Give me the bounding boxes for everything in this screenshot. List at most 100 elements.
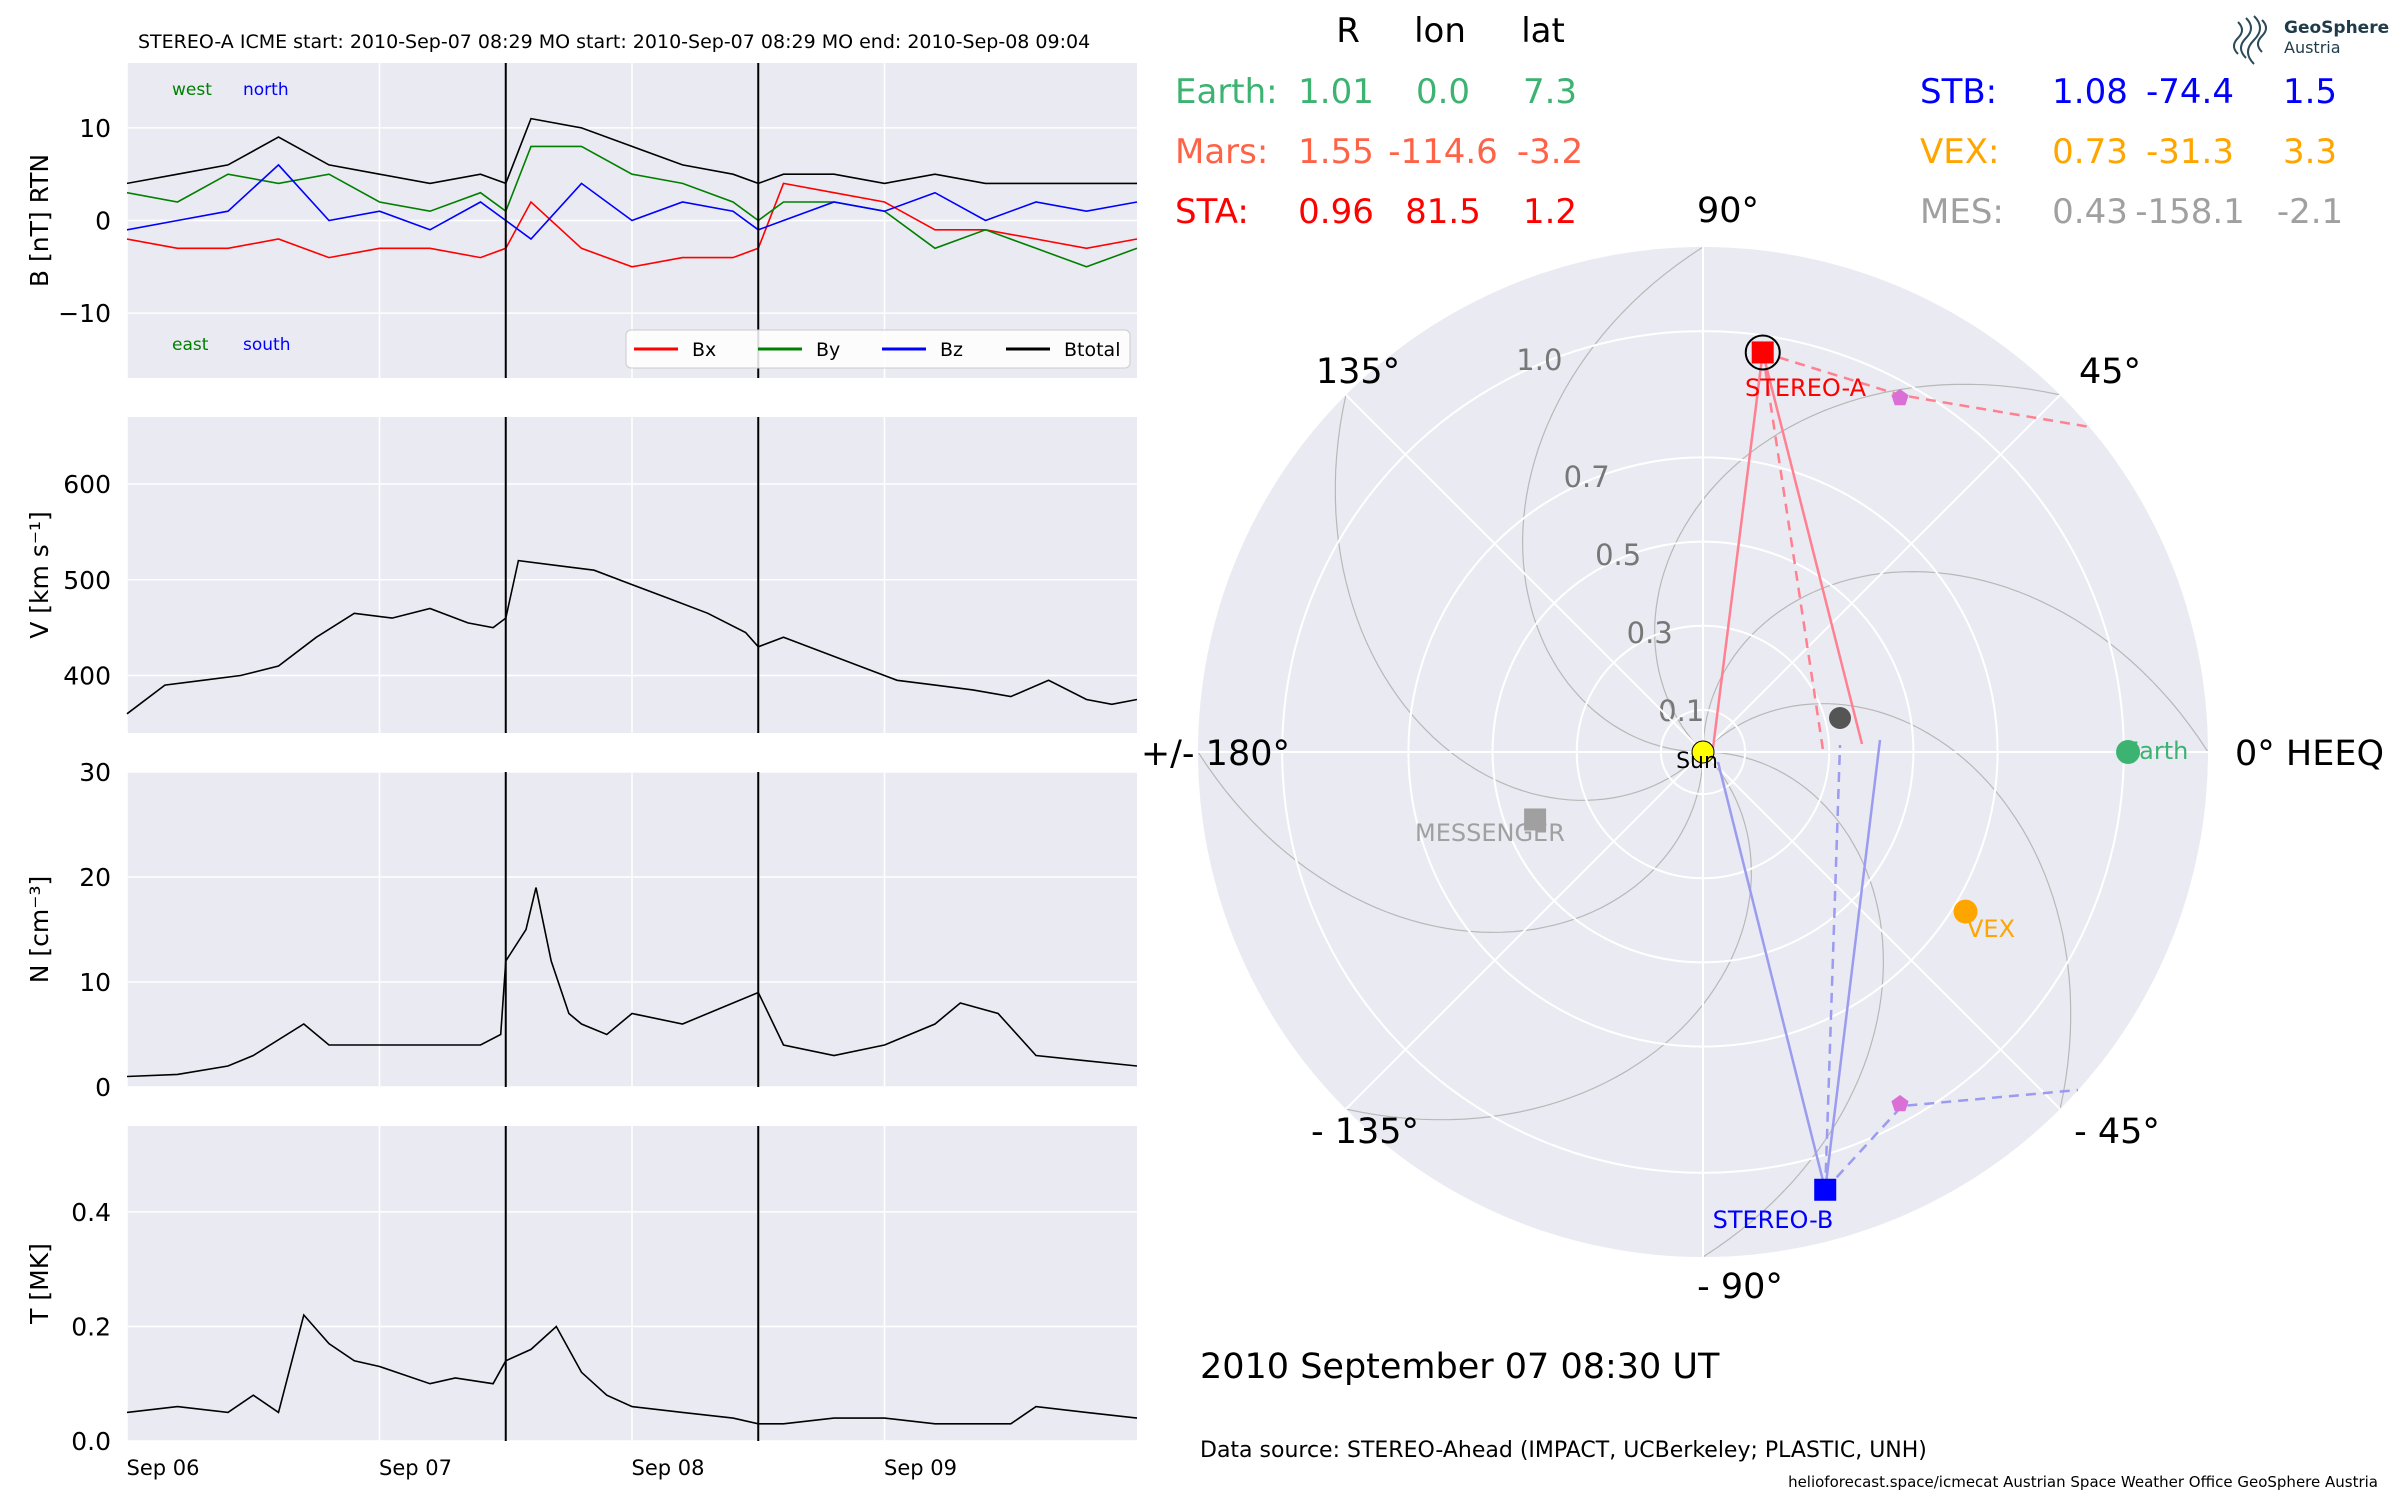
angular-grid-line: [1702, 394, 2061, 753]
x-tick-label: Sep 09: [884, 1456, 957, 1480]
body-label-earth: Earth: [2124, 737, 2188, 765]
annotation-west: west: [172, 80, 212, 100]
y-tick-label: 600: [63, 470, 111, 499]
geosphere-logo: GeoSphere Austria: [2233, 15, 2389, 65]
y-axis-label: T [MK]: [25, 1243, 54, 1325]
time-series-panels: 10 0 −10B [nT] RTN west north east south Bx By Bz…: [25, 63, 1138, 1480]
body-label-messenger: MESSENGER: [1415, 819, 1565, 847]
y-tick-label: 0: [95, 1073, 111, 1102]
radial-grid-label: 0.7: [1564, 460, 1610, 494]
polar-plot: 0.1 0.3 0.5 0.7 1.0 0° HEEQ 45° 90° 135° +/- 180°…: [1141, 191, 2384, 1307]
row-label: Mars:: [1175, 132, 1268, 172]
legend-entry: Btotal: [1064, 339, 1120, 361]
y-tick-label: 30: [79, 758, 111, 787]
row-lat: -3.2: [1517, 132, 1583, 172]
series-line-n: [126, 887, 1138, 1078]
annotation-south: south: [243, 335, 290, 355]
y-tick-label: 20: [79, 863, 111, 892]
angle-label: +/- 180°: [1141, 734, 1290, 774]
radial-grid-label: 0.5: [1595, 538, 1641, 572]
logo-text-line2: Austria: [2284, 38, 2341, 57]
col-header-lat: lat: [1521, 11, 1565, 51]
pentagon-marker: [1891, 1095, 1909, 1112]
body-label-sun: Sun: [1676, 749, 1718, 774]
stb-fov-line: [1716, 761, 1827, 1191]
credits-text: helioforecast.space/icmecat Austrian Spa…: [1788, 1473, 2378, 1491]
stereo-b-marker: [1814, 1178, 1837, 1201]
y-tick-label: 400: [63, 662, 111, 691]
row-label: STB:: [1920, 72, 1997, 112]
row-label: STA:: [1175, 192, 1249, 232]
row-lon: -158.1: [2135, 192, 2245, 232]
sta-fov-line: [1761, 352, 1864, 745]
annotation-east: east: [172, 335, 209, 355]
angle-label: 45°: [2079, 352, 2141, 392]
sta-fov-line: [1711, 352, 1764, 749]
speed-panel: 600 500 400 V [km s⁻¹]: [25, 417, 1138, 733]
row-lon: 81.5: [1405, 192, 1481, 232]
series-line-t: [126, 1313, 1138, 1425]
row-lat: 7.3: [1523, 72, 1577, 112]
y-tick-label: 500: [63, 566, 111, 595]
series-line-by: [126, 145, 1138, 268]
stb-fov-dashed: [1824, 1088, 2079, 1191]
y-axis-label: V [km s⁻¹]: [25, 511, 54, 639]
radial-grid-label: 0.3: [1627, 616, 1673, 650]
x-tick-label: Sep 07: [379, 1456, 452, 1480]
data-source-text: Data source: STEREO-Ahead (IMPACT, UCBer…: [1200, 1438, 1927, 1463]
angle-label: - 45°: [2074, 1112, 2160, 1152]
y-tick-label: −10: [58, 299, 111, 328]
y-tick-label: 0.2: [71, 1312, 111, 1341]
angular-grid-line: [1702, 751, 2061, 1110]
header-title: STEREO-A ICME start: 2010-Sep-07 08:29 M…: [138, 31, 1090, 53]
y-axis-label: N [cm⁻³]: [25, 876, 54, 983]
series-line-v: [126, 559, 1138, 715]
date-label: 2010 September 07 08:30 UT: [1200, 1347, 1720, 1387]
angle-label: - 135°: [1311, 1112, 1419, 1152]
row-label: VEX:: [1920, 132, 2000, 172]
spacecraft-fov-lines: [1711, 351, 2091, 1191]
stb-fov-dashed: [1823, 744, 1842, 1190]
legend: Bx By Bz Btotal: [625, 329, 1131, 369]
legend-entry: Bz: [940, 339, 963, 361]
col-header-r: R: [1336, 11, 1360, 51]
temperature-panel: 0.4 0.2 0.0 T [MK] Sep 06 Sep 07 Sep 08 Sep 09: [25, 1126, 1138, 1480]
row-lon: -114.6: [1388, 132, 1498, 172]
row-r: 1.01: [1298, 72, 1374, 112]
radial-grid-label: 0.1: [1658, 694, 1704, 728]
y-tick-label: 0.0: [71, 1427, 111, 1456]
row-r: 1.55: [1298, 132, 1374, 172]
messenger-marker: [1524, 808, 1547, 831]
series-line-bx: [126, 182, 1138, 268]
body-label-stereo-b: STEREO-B: [1713, 1206, 1834, 1234]
row-label: Earth:: [1175, 72, 1278, 112]
row-label: MES:: [1920, 192, 2004, 232]
body-label-stereo-a: STEREO-A: [1745, 374, 1867, 402]
angle-label: 0° HEEQ: [2235, 734, 2384, 774]
body-label-vex: VEX: [1967, 915, 2015, 943]
magnetic-field-panel: 10 0 −10B [nT] RTN west north east south Bx By Bz…: [25, 63, 1138, 378]
x-tick-label: Sep 08: [632, 1456, 705, 1480]
row-r: 0.43: [2052, 192, 2128, 232]
row-lat: -2.1: [2277, 192, 2343, 232]
row-r: 0.73: [2052, 132, 2128, 172]
row-lat: 3.3: [2283, 132, 2337, 172]
y-tick-label: 0: [95, 207, 111, 236]
y-tick-label: 10: [79, 114, 111, 143]
col-header-lon: lon: [1414, 11, 1466, 51]
radial-grid-label: 1.0: [1516, 343, 1562, 377]
row-r: 0.96: [1298, 192, 1374, 232]
vex-marker: [1953, 899, 1978, 924]
row-lat: 1.5: [2283, 72, 2337, 112]
angular-grid-line: [1345, 394, 1704, 753]
y-axis-label: B [nT] RTN: [25, 154, 54, 287]
stb-fov-line: [1823, 739, 1882, 1190]
angle-label: - 90°: [1697, 1267, 1783, 1307]
dark-point-marker: [1829, 707, 1851, 729]
series-line-btotal: [126, 117, 1137, 185]
row-lon: -31.3: [2146, 132, 2234, 172]
series-line-bz: [126, 163, 1138, 241]
density-panel: 30 20 10 0 N [cm⁻³]: [25, 758, 1138, 1102]
stereo-a-ring: [1744, 334, 1781, 371]
